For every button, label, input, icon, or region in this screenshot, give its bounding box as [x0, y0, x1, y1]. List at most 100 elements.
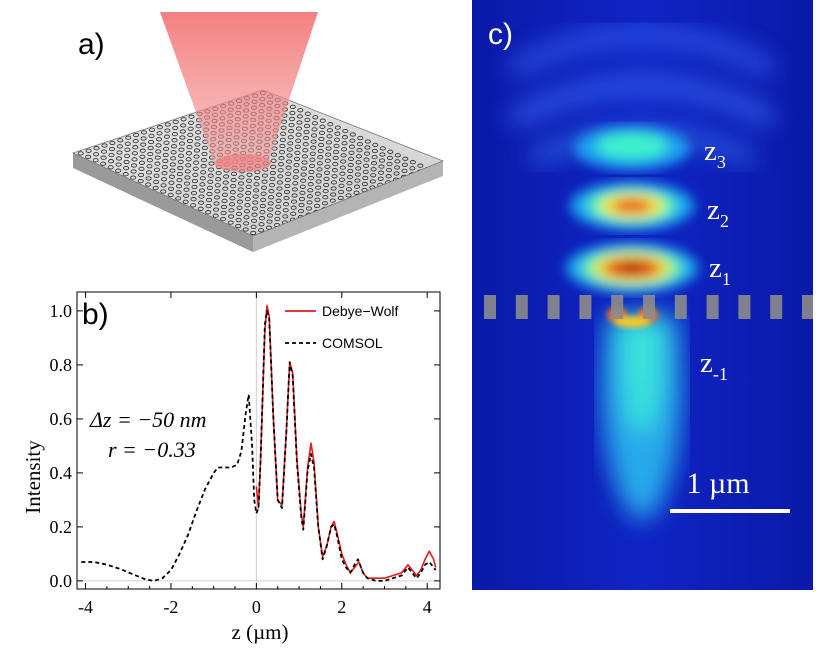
panel-c: z3 z2 z1 z-1 1 µm c) [472, 0, 814, 590]
nanohole [282, 208, 289, 213]
nanohole [130, 175, 137, 180]
nanohole [356, 141, 363, 147]
nanohole [153, 167, 161, 172]
nanohole [377, 176, 384, 181]
nanohole [316, 161, 323, 166]
nanohole [156, 125, 163, 130]
nanohole [197, 206, 204, 211]
nanohole [100, 149, 108, 154]
nanohole [293, 162, 300, 168]
nanohole [101, 143, 108, 148]
zone-label-z2: z2 [707, 194, 729, 231]
nanohole [323, 170, 331, 175]
nanohole [223, 174, 230, 179]
nanohole [198, 194, 205, 199]
nanohole [252, 200, 259, 205]
nanohole [207, 173, 214, 178]
nanohole [319, 118, 326, 123]
nanohole [188, 114, 195, 119]
nanohole [316, 167, 323, 172]
nanohole [309, 157, 316, 162]
nanohole [175, 190, 182, 195]
nanohole [237, 187, 244, 192]
nanohole [227, 220, 234, 225]
nanohole [386, 161, 393, 167]
nanohole [155, 149, 162, 154]
panel-a: a) [0, 0, 470, 280]
nanohole [253, 188, 260, 193]
nanohole [253, 182, 260, 187]
nanohole [182, 199, 189, 204]
nanohole [152, 185, 159, 191]
nanohole [292, 175, 299, 180]
nanohole [303, 135, 310, 141]
x-tick-label: 4 [423, 597, 432, 617]
nanohole [303, 123, 311, 129]
nanohole [347, 162, 354, 168]
nanohole [236, 199, 243, 204]
nanohole [354, 178, 361, 183]
nanohole [338, 189, 345, 195]
nanohole [205, 197, 213, 203]
nanohole [115, 162, 122, 167]
nanohole-array [77, 90, 439, 236]
nanohole [185, 151, 193, 156]
nanohole [187, 132, 194, 138]
nanohole [323, 182, 330, 188]
y-tick-label: 1.0 [50, 301, 73, 321]
nanohole [285, 165, 292, 170]
nanohole [186, 138, 193, 144]
nanohole [124, 141, 131, 146]
nanohole [339, 171, 346, 176]
nanohole [244, 196, 251, 202]
nanohole [131, 157, 138, 162]
nanohole [288, 129, 295, 134]
nanohole [275, 192, 283, 197]
nanohole [338, 183, 345, 188]
nanohole [85, 148, 92, 153]
nanohole [228, 214, 235, 219]
nanohole [77, 151, 84, 156]
nanohole [260, 191, 267, 196]
nanohole [245, 190, 252, 196]
nanohole [312, 115, 319, 120]
zone-label-z-1: z-1 [700, 347, 728, 384]
nanohole [186, 144, 193, 150]
nanohole [192, 166, 199, 171]
nanohole [325, 146, 332, 151]
nanohole [346, 181, 353, 186]
nanohole [332, 161, 339, 167]
nanohole [258, 222, 265, 227]
nanohole [349, 132, 356, 137]
nanohole [85, 154, 92, 160]
nanohole [402, 156, 409, 161]
nanohole [93, 152, 100, 157]
nanohole [236, 205, 243, 210]
nanohole [266, 213, 273, 218]
nanohole [229, 190, 236, 195]
x-tick-label: 0 [252, 597, 261, 617]
nanohole [199, 176, 206, 181]
nanohole [296, 114, 303, 119]
nanohole [283, 195, 290, 201]
nanohole [269, 176, 276, 182]
annotation-delta-z: Δz = −50 nm [89, 407, 207, 432]
nanohole [161, 164, 168, 170]
nanohole [109, 140, 116, 146]
nanohole [353, 184, 361, 189]
nanohole [237, 193, 244, 198]
nanohole [371, 148, 378, 154]
nanohole [293, 156, 301, 162]
nanohole [318, 136, 325, 142]
nanohole [206, 185, 213, 191]
nanohole [230, 183, 237, 189]
legend-entry-comsol: COMSOL [322, 335, 383, 351]
nanohole [138, 166, 145, 172]
nanohole [371, 154, 378, 160]
nanohole [277, 174, 284, 179]
nanohole [208, 167, 215, 172]
nanohole [130, 169, 137, 174]
nanohole [164, 122, 171, 127]
nanohole [259, 203, 266, 209]
metasurface-pillar [738, 295, 751, 319]
